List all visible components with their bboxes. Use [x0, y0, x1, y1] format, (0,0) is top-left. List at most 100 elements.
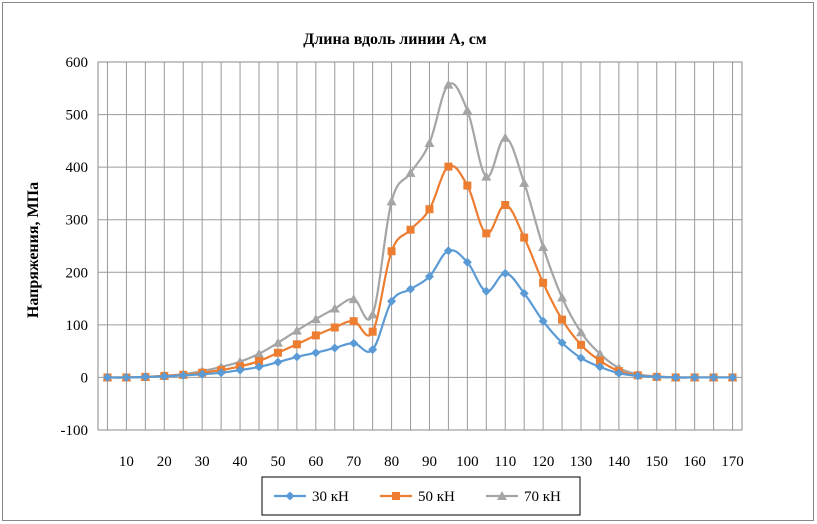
data-point: [557, 338, 567, 348]
data-point: [368, 345, 378, 355]
data-point: [367, 309, 378, 319]
x-tick-label: 160: [683, 454, 706, 470]
data-point: [500, 132, 511, 142]
data-point: [311, 348, 321, 358]
x-tick-label: 60: [308, 454, 323, 470]
data-point: [557, 292, 568, 302]
data-point: [178, 370, 188, 380]
y-tick-label: 200: [66, 265, 89, 281]
data-point: [273, 357, 283, 367]
data-point: [728, 372, 738, 382]
data-point: [500, 268, 510, 278]
data-point: [539, 278, 548, 287]
x-tick-label: 110: [494, 454, 516, 470]
data-point: [538, 242, 549, 252]
data-point: [671, 372, 681, 382]
chart-title: Длина вдоль линии А, см: [303, 31, 486, 48]
x-tick-label: 90: [422, 454, 437, 470]
data-point: [595, 362, 605, 372]
data-point: [482, 229, 491, 238]
data-point: [254, 348, 264, 358]
data-point: [462, 257, 472, 267]
data-point: [519, 177, 530, 187]
data-point: [501, 200, 510, 209]
data-point: [349, 338, 359, 348]
data-point: [424, 271, 434, 281]
data-point: [292, 340, 301, 349]
data-point: [690, 372, 700, 382]
y-axis-title: Напряжения, МПа: [25, 182, 42, 318]
y-tick-label: -100: [61, 423, 89, 439]
data-point: [614, 368, 624, 378]
x-tick-label: 170: [721, 454, 744, 470]
data-point: [652, 372, 662, 382]
x-tick-label: 150: [646, 454, 669, 470]
data-point: [348, 294, 359, 304]
data-point: [576, 327, 586, 337]
legend-label: 30 кН: [312, 489, 349, 505]
data-point: [520, 233, 529, 242]
data-point: [216, 368, 226, 378]
data-point: [387, 247, 396, 256]
legend-item: 70 кН: [486, 489, 561, 505]
axes: -100 0 100 200 300 400 500 600 10 20 30 40 50 60 70 80 9…: [61, 55, 744, 470]
x-tick-label: 80: [384, 454, 399, 470]
legend-item: 50 кН: [380, 489, 455, 505]
y-tick-label: 0: [81, 370, 89, 386]
data-point: [463, 181, 472, 190]
data-point: [558, 315, 567, 324]
legend-label: 70 кН: [524, 489, 561, 505]
legend-marker: [497, 491, 507, 500]
x-tick-label: 140: [608, 454, 631, 470]
x-tick-label: 40: [233, 454, 248, 470]
data-point: [443, 246, 453, 256]
legend: 30 кН 50 кН 70 кН: [261, 476, 581, 516]
data-point: [255, 357, 263, 366]
plot-area: [97, 61, 743, 431]
legend-marker: [285, 491, 295, 501]
series-line: [107, 82, 733, 379]
series-line: [107, 249, 733, 379]
legend-label: 50 кН: [418, 489, 455, 505]
data-point: [140, 372, 150, 382]
data-point: [330, 323, 339, 332]
y-tick-label: 300: [66, 213, 89, 229]
legend-box: [261, 476, 581, 516]
data-point: [311, 331, 320, 340]
data-point: [594, 348, 605, 358]
data-point: [595, 356, 604, 365]
data-point: [330, 343, 340, 353]
data-point: [481, 171, 492, 181]
data-point: [197, 369, 207, 379]
data-point: [538, 316, 548, 326]
y-tick-label: 600: [66, 55, 89, 71]
x-tick-label: 120: [532, 454, 555, 470]
y-tick-label: 100: [66, 318, 89, 334]
data-point: [425, 205, 434, 214]
series-30-кН: [102, 246, 738, 382]
data-point: [273, 348, 282, 357]
data-point: [481, 286, 491, 296]
data-point: [329, 303, 340, 313]
data-point: [519, 288, 529, 298]
data-point: [443, 79, 454, 89]
x-tick-label: 130: [570, 454, 593, 470]
data-point: [709, 372, 719, 382]
data-point: [292, 352, 302, 362]
x-tick-label: 70: [346, 454, 361, 470]
data-point: [349, 317, 358, 326]
data-point: [159, 371, 169, 381]
x-tick-label: 50: [270, 454, 285, 470]
data-point: [102, 372, 112, 382]
data-point: [406, 225, 415, 234]
y-tick-label: 400: [66, 160, 89, 176]
data-point: [462, 105, 473, 115]
data-point: [121, 372, 131, 382]
data-point: [310, 314, 321, 324]
legend-item: 30 кН: [274, 489, 349, 505]
data-point: [387, 296, 397, 306]
data-point: [406, 284, 416, 294]
